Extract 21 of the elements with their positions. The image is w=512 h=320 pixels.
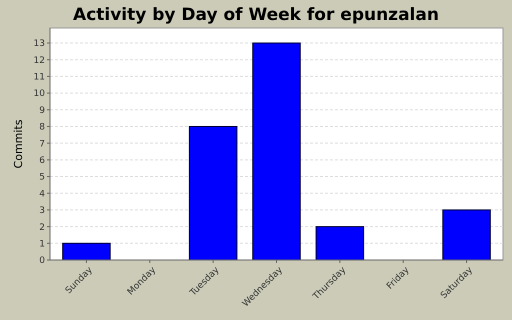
y-tick-label: 10 <box>34 89 46 100</box>
y-tick-label: 2 <box>39 222 45 233</box>
y-tick-label: 11 <box>34 72 45 83</box>
y-tick-label: 5 <box>39 172 45 183</box>
y-tick-label: 13 <box>34 39 45 50</box>
bar <box>62 242 111 260</box>
y-tick-label: 4 <box>39 189 46 200</box>
y-tick-label: 8 <box>39 122 46 133</box>
y-tick-label: 9 <box>39 106 46 116</box>
y-tick-label: 1 <box>39 239 45 250</box>
y-tick-label: 3 <box>39 206 45 216</box>
bar <box>188 126 238 260</box>
y-tick-label: 7 <box>39 139 45 150</box>
y-tick-label: 12 <box>34 56 45 66</box>
bar <box>442 209 491 260</box>
y-tick-label: 0 <box>39 256 46 266</box>
y-tick-label: 6 <box>39 156 46 166</box>
bar <box>252 42 301 260</box>
chart-title: Activity by Day of Week for epunzalan <box>73 5 439 25</box>
bar <box>316 226 364 260</box>
y-axis-title: Commits <box>12 119 25 168</box>
